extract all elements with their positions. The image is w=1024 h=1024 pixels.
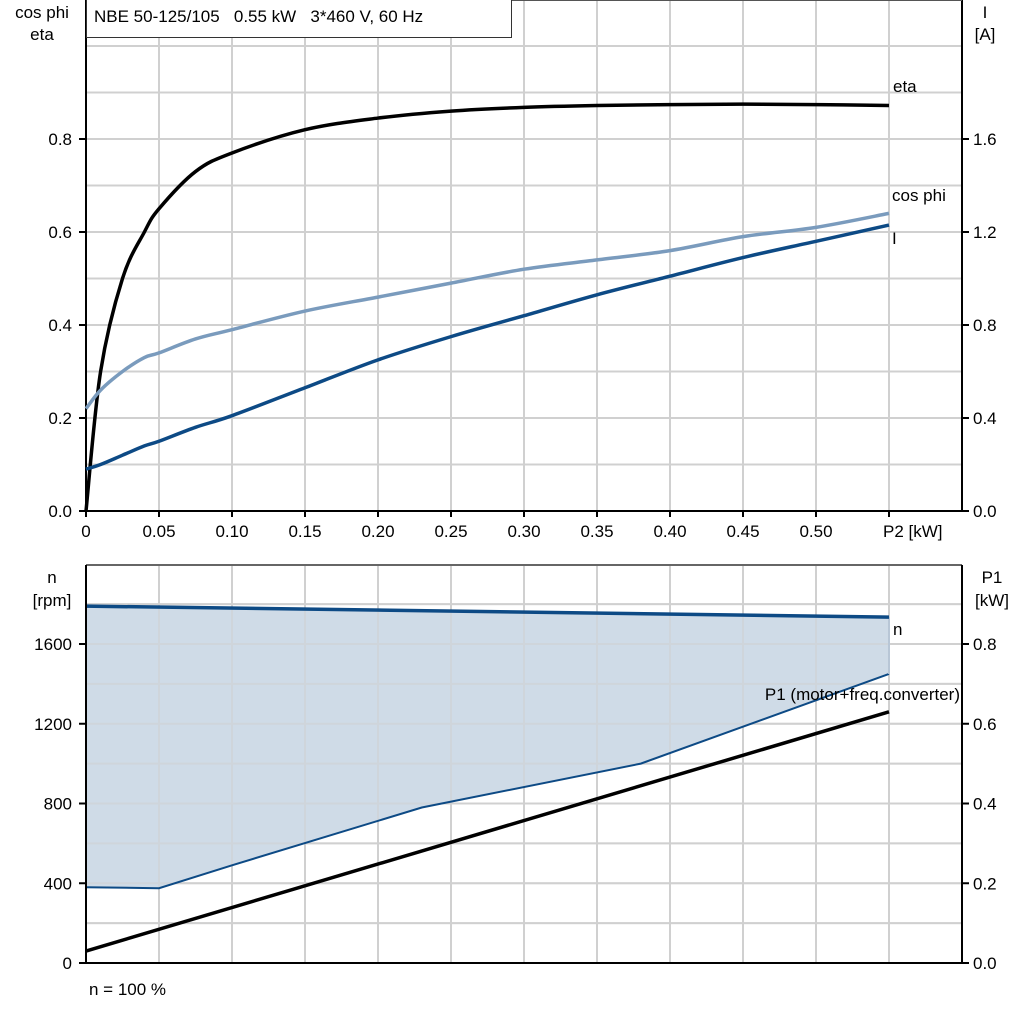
left-tick-label: 1600 xyxy=(34,635,72,654)
right-tick-label: 0.0 xyxy=(973,502,997,521)
speed-footnote: n = 100 % xyxy=(89,980,167,999)
right-tick-label: 0.8 xyxy=(973,635,997,654)
right-tick-label: 1.2 xyxy=(973,223,997,242)
right-tick-label: 0.4 xyxy=(973,795,997,814)
left-axis-label: [rpm] xyxy=(33,591,72,610)
x-tick-label: 0 xyxy=(81,522,90,541)
cos-phi-curve xyxy=(84,211,890,410)
left-axis-label: n xyxy=(47,568,56,587)
chart-title: NBE 50-125/105 0.55 kW 3*460 V, 60 Hz xyxy=(86,0,512,38)
right-tick-label: 0.4 xyxy=(973,409,997,428)
right-tick-label: 0.8 xyxy=(973,316,997,335)
right-axis-label: P1 xyxy=(982,568,1003,587)
x-tick-label: 0.20 xyxy=(361,522,394,541)
x-axis-label: P2 [kW] xyxy=(883,522,943,541)
current-curve xyxy=(85,223,890,471)
left-tick-label: 400 xyxy=(44,874,72,893)
p1-curve xyxy=(85,710,890,953)
right-tick-label: 1.6 xyxy=(973,130,997,149)
speed-curve xyxy=(85,604,890,619)
cos-phi-curve-label: cos phi xyxy=(892,186,946,205)
left-tick-label: 0.6 xyxy=(48,223,72,242)
min-speed-line xyxy=(85,672,890,890)
right-axis-label: I xyxy=(983,3,988,22)
left-tick-label: 0.8 xyxy=(48,130,72,149)
x-tick-label: 0.25 xyxy=(434,522,467,541)
right-tick-label: 0.2 xyxy=(973,874,997,893)
speed-curve-label: n xyxy=(893,620,902,639)
left-tick-label: 800 xyxy=(44,795,72,814)
x-tick-label: 0.05 xyxy=(142,522,175,541)
current-curve-label: I xyxy=(892,229,897,248)
x-tick-label: 0.15 xyxy=(288,522,321,541)
left-tick-label: 0.2 xyxy=(48,409,72,428)
x-tick-label: 0.10 xyxy=(215,522,248,541)
left-tick-label: 1200 xyxy=(34,715,72,734)
x-tick-label: 0.35 xyxy=(580,522,613,541)
x-tick-label: 0.45 xyxy=(726,522,759,541)
left-tick-label: 0.0 xyxy=(48,502,72,521)
x-tick-label: 0.40 xyxy=(653,522,686,541)
x-tick-label: 0.50 xyxy=(799,522,832,541)
right-axis-label: [A] xyxy=(975,25,996,44)
speed-range-area xyxy=(86,606,889,889)
left-axis-label: eta xyxy=(30,25,54,44)
left-tick-label: 0 xyxy=(63,954,72,973)
eta-curve-label: eta xyxy=(893,77,917,96)
eta-curve xyxy=(84,102,890,512)
left-axis-label: cos phi xyxy=(15,3,69,22)
left-tick-label: 0.4 xyxy=(48,316,72,335)
top-grid xyxy=(86,0,962,511)
bottom-grid-overlay xyxy=(86,565,962,963)
x-tick-label: 0.30 xyxy=(507,522,540,541)
p1-curve-label: P1 (motor+freq.converter) xyxy=(765,685,960,704)
right-tick-label: 0.0 xyxy=(973,954,997,973)
right-axis-label: [kW] xyxy=(975,591,1009,610)
right-tick-label: 0.6 xyxy=(973,715,997,734)
